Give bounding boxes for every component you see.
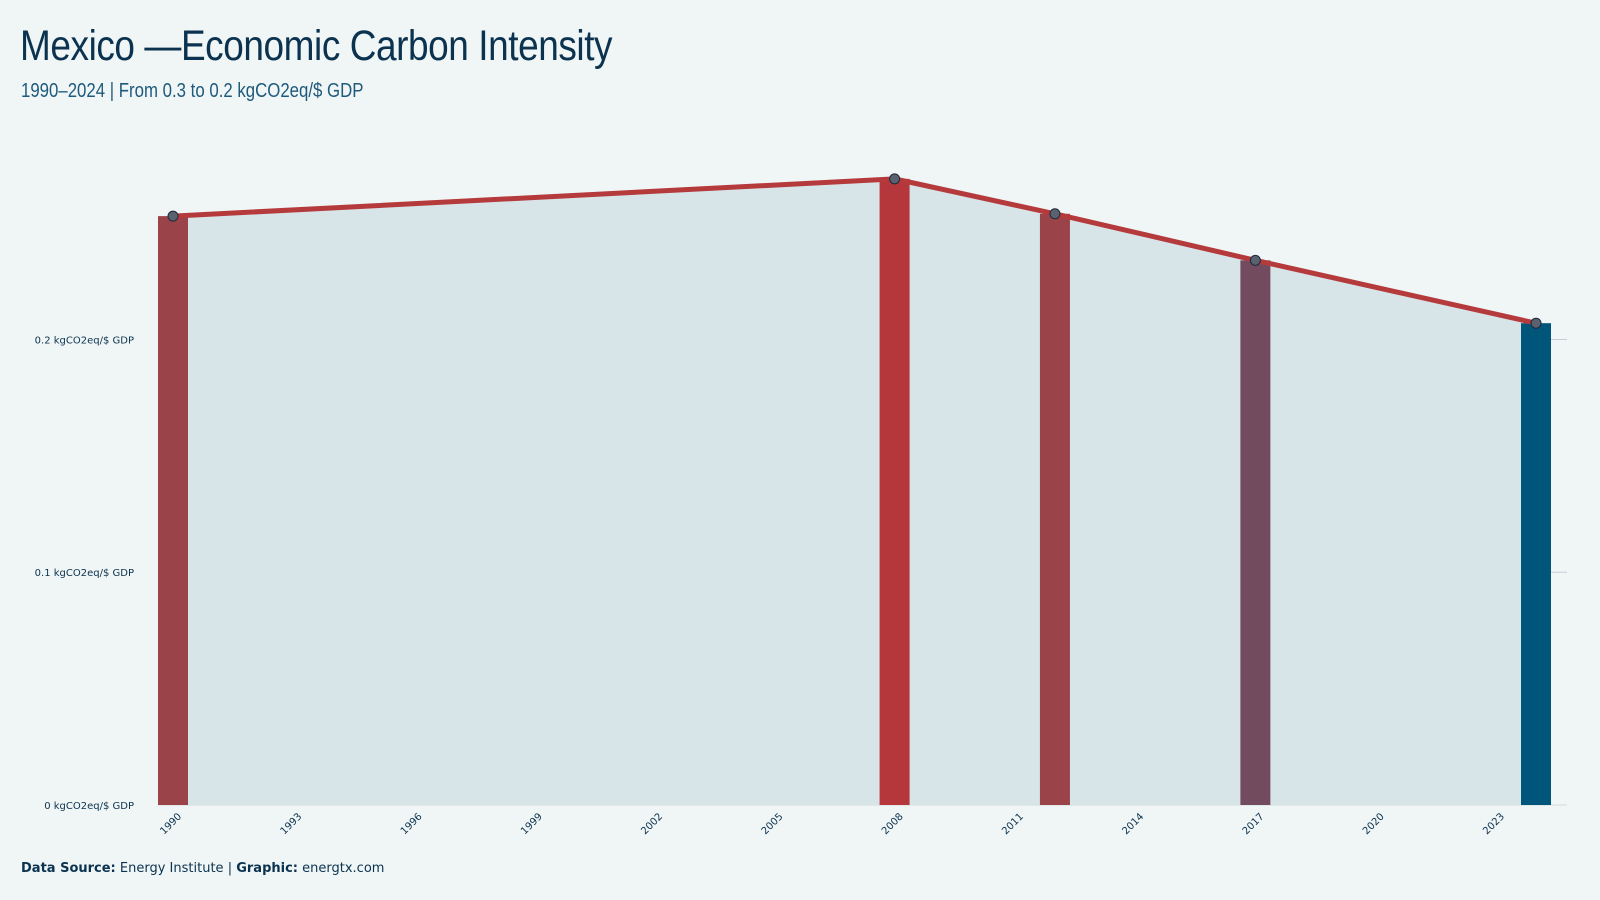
x-tick-label: 1999 <box>519 811 545 837</box>
graphic-value: energtx.com <box>302 861 385 876</box>
source-label: Data Source: <box>21 861 116 876</box>
y-tick-label: 0.2 kgCO2eq/$ GDP <box>35 335 134 346</box>
bar-1990 <box>158 216 188 805</box>
x-tick-label: 2005 <box>760 811 786 837</box>
y-tick-label: 0 kgCO2eq/$ GDP <box>44 801 134 812</box>
point-1990 <box>167 210 179 222</box>
x-axis-ticks: 1990 1993 1996 1999 2002 2005 2008 2011 2014 2017… <box>158 811 1507 837</box>
footer: Data Source: Energy Institute | Graphic:… <box>21 861 384 876</box>
chart-subtitle: 1990–2024 | From 0.3 to 0.2 kgCO2eq/$ GD… <box>21 80 364 102</box>
x-tick-label: 2008 <box>880 811 906 837</box>
area-fill <box>173 178 1536 806</box>
point-2024 <box>1530 317 1542 329</box>
bars <box>158 178 1551 806</box>
x-tick-label: 2014 <box>1120 811 1146 837</box>
point-2008 <box>889 173 901 185</box>
y-axis-ticks: 0 kgCO2eq/$ GDP 0.1 kgCO2eq/$ GDP 0.2 kgCO… <box>35 335 134 812</box>
chart-title: Mexico —Economic Carbon Intensity <box>20 22 613 70</box>
footer-separator: | <box>227 861 233 876</box>
area-fill-shape <box>173 178 1536 806</box>
bar-2008 <box>879 178 910 806</box>
graphic-label: Graphic: <box>236 861 298 876</box>
source-value: Energy Institute <box>119 861 224 876</box>
x-tick-label: 1993 <box>279 811 305 837</box>
point-2017 <box>1249 254 1261 266</box>
x-tick-label: 1996 <box>399 811 425 837</box>
x-tick-label: 2002 <box>639 811 665 837</box>
bar-2024 <box>1521 323 1551 805</box>
bar-2012 <box>1039 213 1070 806</box>
points <box>167 173 1542 329</box>
bar-2017 <box>1240 260 1271 805</box>
x-tick-label: 1990 <box>158 811 184 837</box>
x-tick-label: 2020 <box>1361 811 1387 837</box>
y-tick-label: 0.1 kgCO2eq/$ GDP <box>35 568 134 579</box>
x-tick-label: 2017 <box>1241 811 1267 837</box>
x-tick-label: 2011 <box>1000 811 1026 837</box>
x-tick-label: 2023 <box>1481 811 1507 837</box>
point-2012 <box>1049 208 1061 220</box>
